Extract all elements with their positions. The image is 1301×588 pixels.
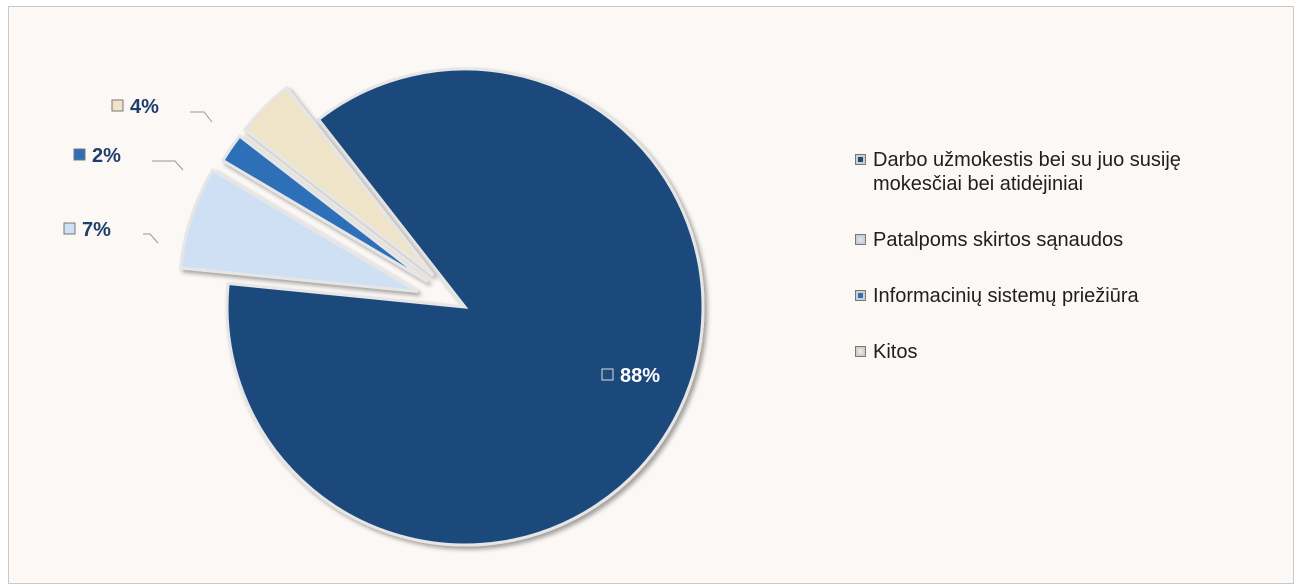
legend-item-darbo[interactable]: Darbo užmokestis bei su juo susiję mokes… — [855, 148, 1275, 196]
slice-kitos[interactable] — [242, 85, 435, 277]
legend-label: Informacinių sistemų priežiūra — [873, 285, 1139, 307]
legend-swatch-icon — [855, 346, 866, 357]
legend-label-continued: mokesčiai bei atidėjiniai — [873, 173, 1084, 195]
data-label: 7% — [82, 219, 111, 241]
label-marker-icon — [63, 222, 76, 235]
legend-label: Kitos — [873, 341, 918, 363]
leader-line — [190, 111, 213, 123]
legend-item-patalpoms[interactable]: Patalpoms skirtos sąnaudos — [855, 228, 1275, 252]
slice-informaciniu[interactable] — [220, 133, 429, 284]
label-marker-icon — [73, 148, 86, 161]
legend-label: Patalpoms skirtos sąnaudos — [873, 229, 1124, 251]
data-label: 4% — [130, 96, 159, 118]
data-label: 88% — [620, 365, 660, 387]
slice-patalpoms[interactable] — [179, 168, 419, 293]
legend-swatch-icon — [855, 154, 866, 165]
legend: Darbo užmokestis bei su juo susiję mokes… — [855, 148, 1275, 396]
leader-line — [152, 160, 184, 171]
legend-label: Darbo užmokestis bei su juo susiję — [873, 149, 1181, 171]
slice-darbo[interactable] — [225, 67, 705, 547]
data-label: 2% — [92, 145, 121, 167]
leader-line — [143, 233, 159, 244]
label-marker-icon — [111, 99, 124, 112]
label-marker-icon — [601, 368, 614, 381]
legend-item-kitos[interactable]: Kitos — [855, 340, 1275, 364]
legend-swatch-icon — [855, 234, 866, 245]
legend-item-informaciniu[interactable]: Informacinių sistemų priežiūra — [855, 284, 1275, 308]
legend-swatch-icon — [855, 290, 866, 301]
